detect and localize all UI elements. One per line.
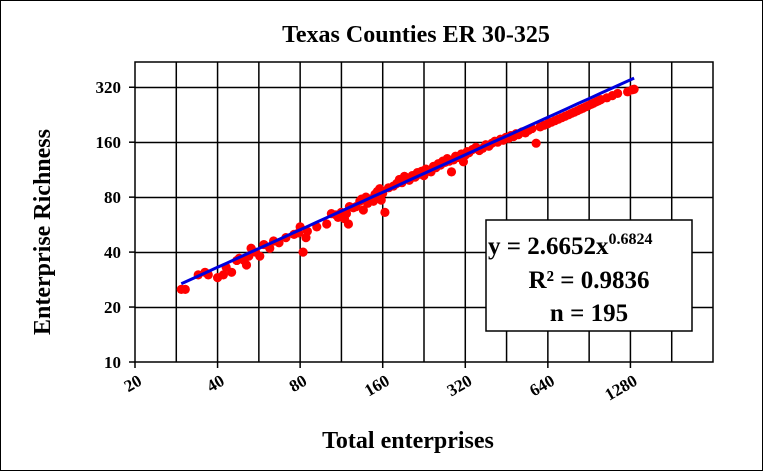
data-point bbox=[180, 284, 190, 294]
data-point bbox=[218, 270, 228, 280]
y-tick-label: 40 bbox=[104, 243, 121, 262]
data-point bbox=[255, 251, 265, 261]
x-tick-label: 40 bbox=[203, 371, 227, 396]
x-tick-label: 640 bbox=[526, 371, 558, 400]
y-axis-ticks: 10 20 40 80 160 320 bbox=[96, 78, 135, 372]
equation-box-border bbox=[485, 219, 693, 332]
x-tick-label: 1280 bbox=[601, 371, 640, 404]
data-point bbox=[380, 207, 390, 217]
data-point bbox=[227, 267, 237, 277]
x-tick-label: 80 bbox=[286, 371, 310, 396]
data-point bbox=[298, 247, 308, 257]
n-text: n = 195 bbox=[550, 300, 628, 327]
data-point bbox=[531, 138, 541, 148]
data-point bbox=[358, 205, 368, 215]
data-point bbox=[241, 260, 252, 270]
equation-exponent: 0.6824 bbox=[609, 231, 653, 248]
y-axis-title: Enterprise Richness bbox=[30, 129, 56, 335]
y-tick-label: 320 bbox=[96, 78, 122, 97]
data-point bbox=[322, 219, 332, 229]
x-axis-ticks: 20 40 80 160 320 640 1280 bbox=[121, 362, 640, 404]
y-tick-label: 20 bbox=[104, 298, 121, 317]
equation-prefix: y = 2.6652x bbox=[488, 233, 609, 260]
data-point bbox=[343, 219, 354, 229]
plot-area-border bbox=[134, 61, 714, 363]
x-tick-label: 320 bbox=[444, 371, 476, 400]
y-tick-label: 160 bbox=[96, 133, 122, 152]
y-tick-label: 80 bbox=[104, 188, 121, 207]
chart-title: Texas Counties ER 30-325 bbox=[282, 22, 550, 48]
data-point bbox=[446, 167, 457, 177]
x-axis-title: Total enterprises bbox=[322, 428, 494, 454]
power-trendline bbox=[180, 76, 635, 286]
x-tick-label: 160 bbox=[361, 371, 393, 400]
data-point bbox=[376, 195, 386, 205]
data-point bbox=[613, 88, 623, 99]
x-tick-label: 20 bbox=[121, 371, 145, 396]
y-tick-label: 10 bbox=[104, 353, 121, 372]
equation-text: y = 2.6652x0.6824 bbox=[488, 231, 653, 260]
equation-box: y = 2.6652x0.6824 R² = 0.9836 n = 195 bbox=[485, 219, 693, 332]
data-point bbox=[629, 84, 639, 94]
r-squared-text: R² = 0.9836 bbox=[528, 267, 649, 294]
